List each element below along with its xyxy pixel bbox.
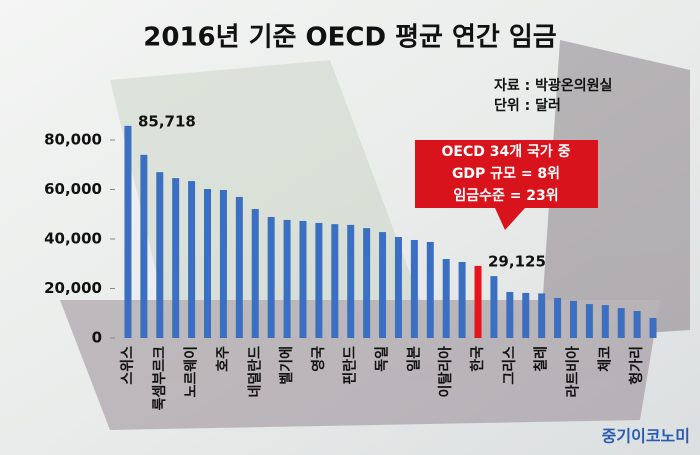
value-label: 29,125 — [488, 252, 546, 270]
bar — [522, 292, 530, 338]
x-tick-label: 호주 — [215, 346, 231, 372]
unit: 단위 : 달러 — [494, 97, 561, 114]
chart-title: 2016년 기준 OECD 평균 연간 임금 — [143, 23, 557, 53]
bar — [331, 224, 339, 338]
x-tick-label: 네덜란드 — [246, 346, 263, 398]
bar — [251, 209, 259, 338]
bar — [569, 300, 577, 338]
bar — [315, 222, 323, 338]
y-tick-label: 40,000 — [44, 230, 102, 248]
x-tick-label: 독일 — [375, 346, 391, 372]
source: 자료 : 박광온의원실 — [494, 77, 612, 94]
y-tick-label: 0 — [92, 329, 102, 347]
x-tick-label: 스위스 — [120, 346, 136, 385]
bar — [299, 220, 307, 338]
bar — [490, 276, 498, 338]
y-tick-label: 20,000 — [44, 279, 102, 297]
bar — [219, 189, 227, 338]
bar — [506, 291, 514, 338]
bar — [363, 228, 371, 338]
x-tick-label: 체코 — [597, 346, 613, 372]
callout-text: GDP 규모 = 8위 — [452, 166, 560, 182]
callout-text: OECD 34개 국가 중 — [442, 144, 571, 160]
y-tick-label: 80,000 — [44, 131, 102, 149]
bar — [585, 304, 593, 338]
y-tick-label: 60,000 — [44, 180, 102, 198]
x-tick-label: 영국 — [310, 346, 327, 372]
bar — [188, 181, 196, 338]
x-tick-label: 그리스 — [502, 346, 518, 385]
bar — [649, 317, 657, 338]
background-photo — [60, 40, 690, 430]
bar — [474, 265, 482, 338]
x-tick-label: 한국 — [470, 346, 486, 372]
bar — [394, 237, 402, 338]
x-tick-label: 일본 — [406, 346, 422, 372]
bar — [458, 262, 466, 338]
bar — [426, 241, 434, 338]
bar — [267, 216, 275, 338]
bar — [379, 232, 387, 338]
bar — [410, 239, 418, 338]
bar — [601, 305, 609, 338]
callout-box — [415, 140, 598, 230]
bar — [617, 308, 625, 338]
bar — [235, 196, 243, 338]
bar — [172, 178, 180, 338]
value-label: 85,718 — [138, 112, 196, 130]
x-tick-label: 룩셈부르크 — [151, 346, 168, 411]
x-tick-label: 노르웨이 — [183, 346, 200, 398]
bar — [347, 224, 355, 338]
brand: 중기이코노미 — [602, 427, 690, 446]
x-tick-label: 칠레 — [533, 346, 550, 372]
x-tick-label: 벨기에 — [279, 346, 295, 385]
bar — [140, 154, 148, 338]
callout: OECD 34개 국가 중 GDP 규모 = 8위 임금수준 = 23위 — [415, 140, 598, 230]
callout-text: 임금수준 = 23위 — [453, 188, 558, 204]
bar — [156, 172, 164, 338]
x-tick-label: 이탈리아 — [437, 346, 454, 398]
bar — [124, 125, 132, 338]
x-tick-label: 핀란드 — [342, 346, 359, 385]
bar — [538, 293, 546, 338]
bar — [554, 297, 562, 338]
bar — [633, 311, 641, 338]
bar — [442, 259, 450, 338]
bar — [204, 189, 212, 338]
x-tick-label: 라트비아 — [564, 346, 581, 398]
bar — [283, 219, 291, 338]
x-tick-label: 헝가리 — [628, 346, 645, 385]
